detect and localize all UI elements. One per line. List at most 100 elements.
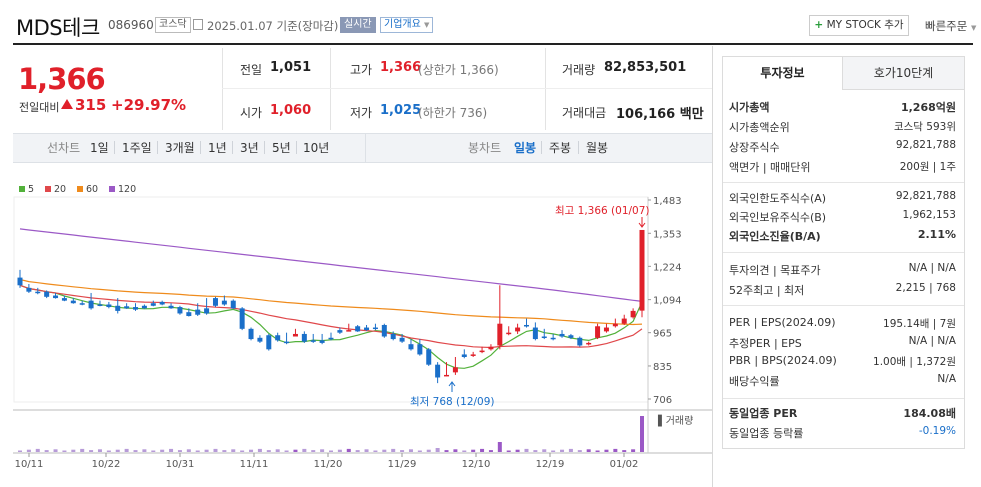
candle-body	[595, 326, 601, 338]
x-tick-label: 12/19	[536, 459, 565, 470]
candle-body	[17, 277, 23, 286]
period-10y[interactable]: 10년	[303, 141, 330, 155]
volume-bar	[488, 450, 493, 452]
change-label: 전일대비	[19, 101, 60, 114]
my-stock-button[interactable]: + MY STOCK 추가	[809, 15, 909, 36]
quick-order-button[interactable]: 빠른주문 ▼	[925, 18, 976, 34]
volume-bar	[568, 448, 573, 452]
volume-bar	[124, 448, 129, 452]
candle-daily[interactable]: 일봉	[514, 141, 537, 155]
low-annotation: 최저 768 (12/09)	[410, 396, 495, 408]
volume-bar	[329, 450, 333, 452]
candle-body	[328, 337, 334, 340]
candle-body	[346, 330, 352, 332]
volume-bar	[266, 450, 271, 452]
volume-bar	[337, 449, 342, 452]
ma60-line	[19, 278, 643, 326]
legend-60: 60	[86, 184, 99, 195]
low-label: 저가	[350, 106, 373, 120]
candle-body	[541, 336, 547, 339]
period-1w[interactable]: 1주일	[122, 141, 152, 155]
volume-bar	[497, 442, 502, 452]
x-tick-label: 10/31	[166, 459, 195, 470]
info-label: 외국인소진율(B/A)	[729, 230, 821, 243]
plus-icon: +	[814, 19, 824, 31]
volume-bar	[613, 448, 618, 452]
y-tick-label: 965	[653, 329, 672, 340]
candle-body	[186, 312, 192, 317]
candle-body	[479, 350, 485, 353]
low-value: 1,025	[380, 103, 422, 118]
company-info-button[interactable]: 기업개요 ▼	[380, 17, 434, 33]
volume-bar	[26, 449, 31, 452]
period-1d[interactable]: 1일	[90, 141, 109, 155]
up-arrow-icon	[61, 99, 73, 109]
chart-toolbar	[13, 133, 712, 163]
volume-bar	[346, 448, 351, 452]
volume-bar	[631, 449, 636, 452]
volume-bar	[213, 448, 218, 452]
tab-invest-info[interactable]: 투자정보	[723, 57, 843, 90]
high-arrow	[638, 217, 646, 228]
period-5y[interactable]: 5년	[272, 141, 291, 155]
date-text: 2025.01.07 기준(장마감)	[207, 19, 339, 33]
info-value: N/A | N/A	[908, 262, 956, 274]
volume-bar	[480, 448, 485, 452]
separator	[296, 141, 297, 154]
period-3y[interactable]: 3년	[240, 141, 259, 155]
candle-body	[381, 324, 387, 337]
info-label: 동일업종 PER	[729, 407, 798, 420]
volume-bar	[115, 449, 120, 452]
info-value: 2,215 | 768	[895, 282, 956, 294]
candle-body	[168, 305, 174, 309]
candle-monthly[interactable]: 월봉	[586, 141, 609, 155]
upper-limit: (상한가 1,366)	[418, 63, 499, 77]
y-tick-label: 835	[653, 362, 672, 373]
divider	[222, 48, 223, 130]
current-price: 1,366	[18, 62, 106, 96]
period-1y[interactable]: 1년	[208, 141, 227, 155]
candle-body	[44, 291, 50, 297]
amount-label: 거래대금	[562, 106, 607, 120]
info-label: 액면가 | 매매단위	[729, 161, 811, 174]
realtime-badge[interactable]: 실시간	[340, 17, 376, 33]
volume-bar	[106, 450, 111, 452]
candle-body	[532, 327, 538, 340]
legend-5: 5	[28, 184, 35, 195]
volume-bar	[293, 449, 298, 452]
legend-swatch-5	[19, 186, 25, 192]
candle-body	[230, 300, 236, 309]
candle-weekly[interactable]: 주봉	[549, 141, 572, 155]
candle-body	[204, 308, 210, 314]
candle-body	[444, 374, 450, 377]
candle-body	[399, 337, 405, 342]
volume-bar	[462, 450, 467, 452]
tab-order-book[interactable]: 호가10단계	[843, 57, 964, 90]
candle-body	[310, 340, 316, 342]
volume-bar	[160, 449, 165, 452]
header-divider	[13, 43, 973, 45]
volume-bar	[169, 448, 174, 452]
candle-body	[212, 298, 218, 306]
volume-bar	[320, 449, 325, 452]
candle-body	[452, 367, 458, 373]
volume-bar	[515, 449, 520, 452]
price-chart[interactable]: 1,483 1,353 1,224 1,094 965 835 706 10/11 10/22 1…	[0, 0, 712, 487]
volume-bar	[151, 450, 156, 452]
info-value: 코스닥 593위	[893, 121, 956, 133]
period-3m[interactable]: 3개월	[165, 141, 195, 155]
separator	[200, 141, 201, 154]
candle-body	[390, 333, 396, 340]
candle-body	[88, 300, 94, 309]
candle-body	[515, 327, 521, 332]
candle-body	[461, 354, 467, 357]
candle-body	[26, 287, 32, 292]
candle-body	[470, 354, 476, 356]
volume-bar	[426, 449, 431, 452]
info-value: 92,821,788	[895, 139, 956, 151]
info-value: 1,268억원	[900, 101, 956, 114]
separator	[264, 141, 265, 154]
volume-bar	[586, 449, 591, 452]
volume-bar	[453, 449, 458, 452]
volume-value: 82,853,501	[604, 60, 687, 75]
